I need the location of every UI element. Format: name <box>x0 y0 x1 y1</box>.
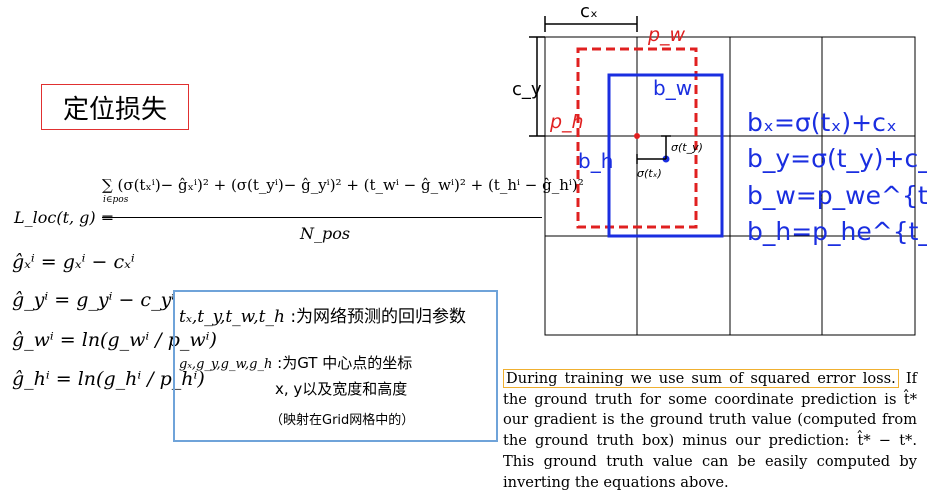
box-formulas: bₓ=σ(tₓ)+cₓ b_y=σ(t_y)+c_y b_w=p_we^{t_w… <box>747 108 927 246</box>
loss-lhs: L_loc(t, g) = <box>14 208 115 227</box>
prior-box <box>576 47 698 229</box>
ph-label: p_h <box>549 111 584 133</box>
info-box: tₓ,t_y,t_w,t_h :为网络预测的回归参数 gₓ,g_y,g_w,g_… <box>173 290 498 442</box>
equation-gw: ĝ_wⁱ = ln(g_wⁱ / p_wⁱ) <box>12 329 217 351</box>
formula-by: b_y=σ(t_y)+c_y <box>747 144 927 173</box>
sigma-ty-label: σ(t_y) <box>671 141 703 154</box>
paper-excerpt: During training we use sum of squared er… <box>503 369 917 493</box>
sigma-tx-label: σ(tₓ) <box>637 167 662 180</box>
info-t-text: :为网络预测的回归参数 <box>290 307 467 327</box>
info-g-symbols: gₓ,g_y,g_w,g_h <box>179 357 273 372</box>
info-t-symbols: tₓ,t_y,t_w,t_h <box>179 307 285 327</box>
equation-gh: ĝ_hⁱ = ln(g_hⁱ / p_hⁱ) <box>12 368 205 390</box>
info-g-text: :为GT 中心点的坐标 <box>277 354 413 372</box>
page-title: 定位损失 <box>62 94 167 125</box>
predicted-box <box>607 73 724 238</box>
bbox-diagram: cₓ c_y p_w p_h b_w b_h σ(t_y) σ(tₓ) bₓ=σ… <box>512 1 927 336</box>
sigma-offsets <box>636 135 671 164</box>
title-box: 定位损失 <box>41 84 189 130</box>
cx-dimension <box>544 16 638 32</box>
formula-bh: b_h=p_he^{t_h} <box>747 217 927 246</box>
formula-bx: bₓ=σ(tₓ)+cₓ <box>747 108 897 137</box>
info-line-1: tₓ,t_y,t_w,t_h :为网络预测的回归参数 <box>179 302 466 327</box>
formula-bw: b_w=p_we^{t_w} <box>747 181 927 210</box>
grid <box>544 36 916 336</box>
loss-denominator: N_pos <box>300 224 351 243</box>
equation-gx: ĝₓⁱ = gₓⁱ − cₓⁱ <box>12 251 135 273</box>
pw-label: p_w <box>647 24 686 46</box>
bh-label: b_h <box>578 149 613 173</box>
info-line-3: x, y以及宽度和高度 <box>275 380 408 398</box>
equation-gy: ĝ_yⁱ = g_yⁱ − c_yⁱ <box>12 289 176 311</box>
paragraph-rest: If the ground truth for some coordinate … <box>503 370 917 491</box>
bw-label: b_w <box>653 76 692 100</box>
info-line-4: （映射在Grid网格中的） <box>270 413 415 428</box>
loss-fraction-bar <box>102 217 542 218</box>
loss-numerator-text: ∑ (σ(tₓⁱ)− ĝₓⁱ)² + (σ(t_yⁱ)− ĝ_yⁱ)² + (t… <box>102 176 584 194</box>
highlighted-sentence: During training we use sum of squared er… <box>503 369 899 388</box>
grid-corner-point <box>634 133 640 139</box>
loss-numerator: ∑ (σ(tₓⁱ)− ĝₓⁱ)² + (σ(t_yⁱ)− ĝ_yⁱ)² + (t… <box>102 176 584 194</box>
cy-label: c_y <box>512 79 542 100</box>
info-line-2: gₓ,g_y,g_w,g_h :为GT 中心点的坐标 <box>179 352 412 373</box>
loss-sum-index: i∈pos <box>103 195 129 205</box>
cx-label: cₓ <box>580 1 598 22</box>
cy-dimension <box>529 36 545 137</box>
